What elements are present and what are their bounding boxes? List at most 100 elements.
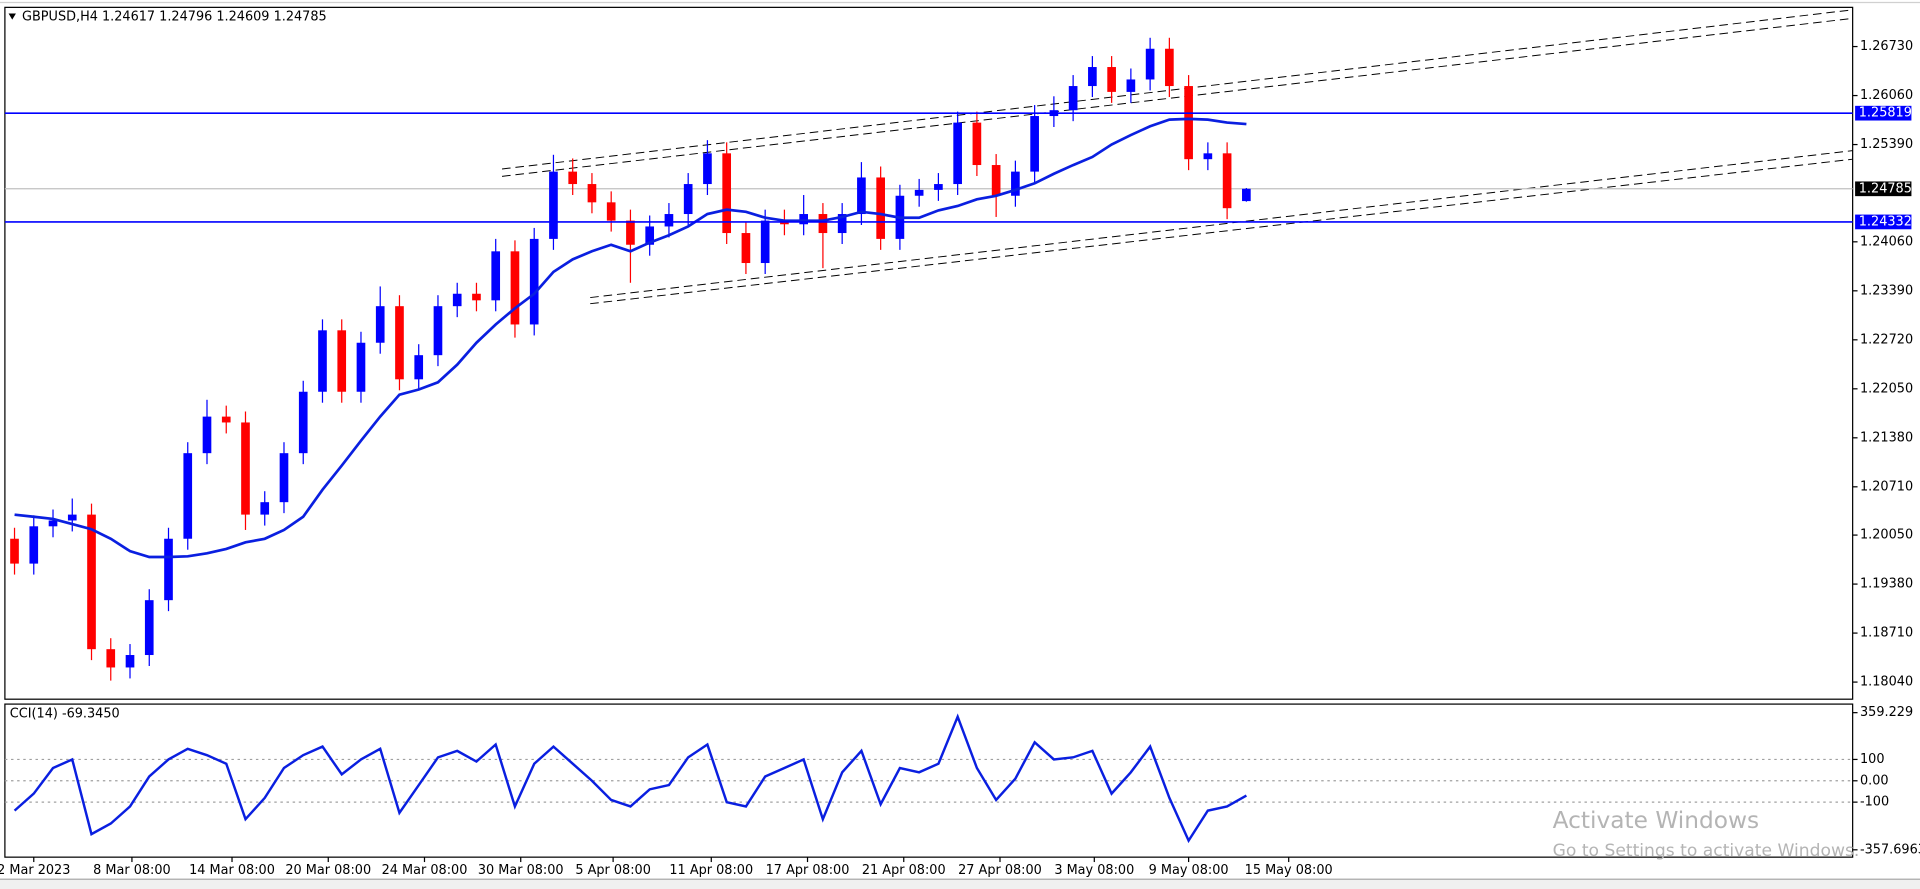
candle-body <box>106 649 116 668</box>
candle-body <box>1011 171 1020 196</box>
watermark-title: Activate Windows <box>1553 807 1759 834</box>
y-tick-label: 359.229 <box>1860 705 1913 720</box>
candle-body <box>414 355 424 380</box>
candle-body <box>683 184 693 215</box>
trend-line <box>501 9 1853 170</box>
y-tick-label: 0.00 <box>1860 773 1889 788</box>
x-tick-label: 30 Mar 08:00 <box>478 863 564 878</box>
y-tick-label: 1.22050 <box>1860 381 1913 396</box>
candle-body <box>1107 67 1116 92</box>
trend-channel <box>501 9 1853 305</box>
trend-line <box>590 158 1853 305</box>
candle-body <box>375 306 385 343</box>
y-tick-label: 1.20710 <box>1860 479 1913 494</box>
price-label: 1.24785 <box>1859 181 1912 196</box>
y-tick-label: 1.21380 <box>1860 430 1913 445</box>
y-tick-label: 1.22720 <box>1860 332 1913 347</box>
x-tick-label: 2 Mar 2023 <box>0 863 70 878</box>
price-panel-frame <box>4 6 1854 700</box>
candle-body <box>934 184 943 190</box>
candle-body <box>857 177 866 215</box>
candle-body <box>645 226 655 245</box>
trend-line <box>590 150 1853 299</box>
trend-line <box>501 17 1853 177</box>
candle-body <box>491 251 501 301</box>
x-tick-label: 8 Mar 08:00 <box>93 863 171 878</box>
candle-body <box>818 214 828 234</box>
x-tick-label: 5 Apr 08:00 <box>575 863 651 878</box>
chart-title: GBPUSD,H4 1.24617 1.24796 1.24609 1.2478… <box>22 10 327 25</box>
candle-body <box>529 238 539 325</box>
candle-body <box>1165 48 1174 87</box>
y-tick-label: 1.25390 <box>1860 137 1913 152</box>
candle-body <box>1068 86 1078 111</box>
x-tick-label: 20 Mar 08:00 <box>285 863 371 878</box>
candle-body <box>1145 48 1155 80</box>
candle-body <box>10 538 19 564</box>
candle-body <box>837 214 847 234</box>
candle-body <box>626 220 635 245</box>
y-tick-label: -357.6963 <box>1860 842 1920 857</box>
candle-body <box>29 526 39 564</box>
x-tick-label: 11 Apr 08:00 <box>669 863 753 878</box>
x-tick-label: 15 May 08:00 <box>1245 863 1333 878</box>
y-tick-label: 1.20050 <box>1860 528 1913 543</box>
x-tick-label: 3 May 08:00 <box>1054 863 1134 878</box>
y-tick-label: -100 <box>1860 795 1889 810</box>
candle-body <box>1184 86 1193 160</box>
level-label-box <box>1855 105 1912 121</box>
menu-arrow[interactable] <box>8 13 16 20</box>
candle-body <box>433 306 443 356</box>
candle-body <box>1242 188 1251 202</box>
candle-body <box>510 251 520 325</box>
candle-body <box>318 330 327 392</box>
candle-body <box>722 153 732 234</box>
candle-body <box>549 171 558 239</box>
candle-body <box>48 520 58 527</box>
candle-body <box>67 514 77 521</box>
y-tick-label: 1.24060 <box>1860 234 1913 249</box>
y-tick-label: 1.23390 <box>1860 283 1913 298</box>
candle-body <box>279 453 289 503</box>
moving-average <box>14 117 1247 559</box>
price-label-box <box>1855 181 1912 197</box>
candle-body <box>472 293 481 301</box>
candle-body <box>914 189 924 196</box>
candle-body <box>991 165 1001 196</box>
candle-body <box>606 202 616 221</box>
candle-body <box>356 342 366 392</box>
candle-body <box>664 214 674 227</box>
candle-body <box>799 214 808 225</box>
x-tick-label: 14 Mar 08:00 <box>189 863 275 878</box>
x-tick-label: 27 Apr 08:00 <box>958 863 1042 878</box>
candle-body <box>1203 153 1213 160</box>
x-tick-label: 24 Mar 08:00 <box>382 863 468 878</box>
y-tick-label: 1.26060 <box>1860 88 1913 103</box>
candle-body <box>1088 67 1097 87</box>
candle-body <box>87 514 96 650</box>
candle-body <box>221 416 231 423</box>
y-tick-label: 1.19380 <box>1860 577 1913 592</box>
candle-body <box>1030 116 1039 172</box>
candle-body <box>587 184 597 203</box>
level-label: 1.24332 <box>1859 214 1912 229</box>
level-label-box <box>1855 214 1912 230</box>
candle-body <box>298 391 308 454</box>
candle-body <box>337 330 347 392</box>
x-tick-label: 9 May 08:00 <box>1149 863 1229 878</box>
candle-body <box>876 177 885 239</box>
candle-body <box>953 122 962 185</box>
candle-body <box>144 600 154 656</box>
y-tick-label: 100 <box>1860 752 1885 767</box>
x-tick-label: 21 Apr 08:00 <box>862 863 946 878</box>
candle-body <box>1126 79 1136 92</box>
candle-body <box>741 233 751 264</box>
candle-body <box>125 655 135 668</box>
y-tick-label: 1.26730 <box>1860 39 1913 54</box>
level-label: 1.25819 <box>1859 106 1912 121</box>
candle-body <box>1222 153 1232 209</box>
candle-body <box>164 538 173 601</box>
y-tick-label: 1.18040 <box>1860 675 1913 690</box>
candle-body <box>202 416 212 454</box>
